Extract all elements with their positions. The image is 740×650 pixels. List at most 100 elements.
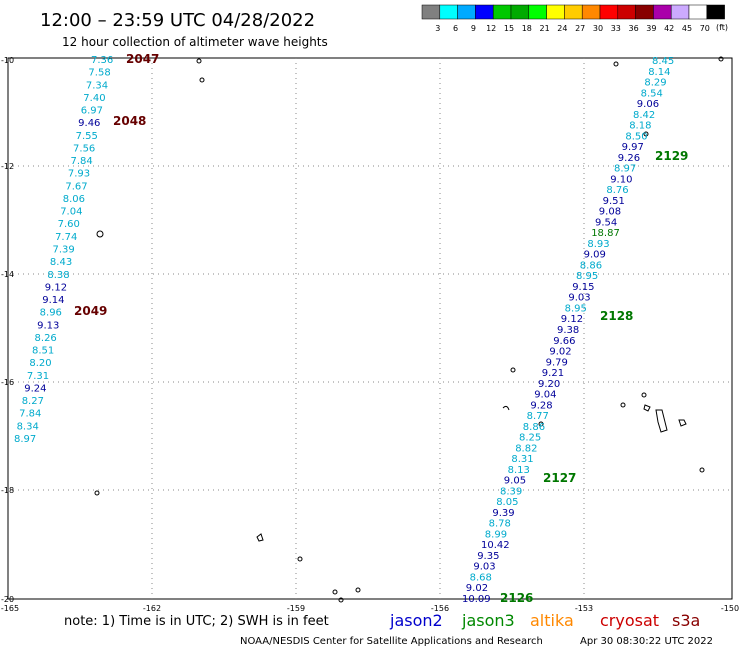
wave-height-value: 8.51 xyxy=(32,346,54,357)
wave-height-value: 8.27 xyxy=(22,396,44,407)
wave-height-value: 9.08 xyxy=(599,207,621,218)
map-title: 12:00 – 23:59 UTC 04/28/2022 xyxy=(40,10,315,31)
island-outlines xyxy=(94,56,724,603)
wave-height-value: 7.74 xyxy=(55,232,77,243)
left-satellite-track: 7.36 7.587.34 7.40 6.979.46 7.557.56 7.84 7.93… xyxy=(14,52,159,445)
wave-height-value: 9.13 xyxy=(37,320,59,331)
wave-height-value: 8.13 xyxy=(508,465,530,476)
wave-height-value: 8.86 xyxy=(523,422,545,433)
wave-height-value: 8.05 xyxy=(496,497,518,508)
wave-height-value: 8.68 xyxy=(470,572,492,583)
legend-swatch xyxy=(457,4,476,20)
wave-height-value: 9.02 xyxy=(549,347,571,358)
lon-label: -156 xyxy=(431,604,449,613)
map-subtitle: 12 hour collection of altimeter wave hei… xyxy=(62,35,328,49)
legend-label: 39 xyxy=(646,24,656,33)
wave-height-value: 7.36 xyxy=(91,55,113,66)
wave-height-value: 8.82 xyxy=(515,443,537,454)
wave-height-value: 8.96 xyxy=(40,308,62,319)
lon-label: -150 xyxy=(721,604,739,613)
legend-swatch xyxy=(564,4,583,20)
legend-swatch xyxy=(475,4,494,20)
island xyxy=(196,58,202,64)
wave-height-value: 9.24 xyxy=(24,383,46,394)
island xyxy=(332,589,338,595)
legend-swatch xyxy=(635,4,654,20)
wave-height-value: 8.26 xyxy=(35,333,57,344)
legend-label: 36 xyxy=(629,24,639,33)
wave-height-value: 9.06 xyxy=(637,99,659,110)
legend-swatch xyxy=(546,4,565,20)
wave-height-value: 9.03 xyxy=(568,293,590,304)
wave-height-value: 9.14 xyxy=(42,295,64,306)
legend-label: 3 xyxy=(435,24,440,33)
wave-height-value: 8.31 xyxy=(511,454,533,465)
wave-height-value: 8.06 xyxy=(63,194,85,205)
legend-swatch xyxy=(653,4,672,20)
island xyxy=(643,404,651,412)
wave-height-value: 9.05 xyxy=(504,476,526,487)
wave-height-value: 8.97 xyxy=(14,434,36,445)
legend-label: 18 xyxy=(522,24,532,33)
island xyxy=(538,421,544,427)
satellite-jason2-label: jason2 xyxy=(389,611,443,630)
satellite-legend: jason2 jason3 altika cryosat s3a xyxy=(389,611,700,630)
lat-label: -12 xyxy=(1,162,14,171)
wave-height-value: 9.79 xyxy=(546,357,568,368)
wave-height-value: 9.39 xyxy=(492,508,514,519)
wave-height-value: 8.39 xyxy=(500,486,522,497)
wave-height-value: 9.54 xyxy=(595,217,617,228)
island xyxy=(620,402,626,408)
island xyxy=(338,597,344,603)
legend-label: 33 xyxy=(611,24,621,33)
wave-height-value: 7.04 xyxy=(60,207,82,218)
legend-label: 70 xyxy=(700,24,710,33)
legend-label: 42 xyxy=(664,24,674,33)
wave-height-value: 8.50 xyxy=(625,131,647,142)
latitude-labels: -10 -12 -14 -16 -18 -20 xyxy=(1,56,14,604)
wave-height-value: 8.38 xyxy=(47,270,69,281)
legend-swatch xyxy=(581,4,601,20)
footer-timestamp: Apr 30 08:30:22 UTC 2022 xyxy=(580,636,713,647)
legend-label: 27 xyxy=(575,24,585,33)
pass-time-label: 2048 xyxy=(113,114,146,128)
wave-height-value: 8.25 xyxy=(519,433,541,444)
map-frame xyxy=(7,57,733,600)
legend-label: 24 xyxy=(557,24,567,33)
legend-swatch xyxy=(528,4,547,20)
wave-height-value: 7.84 xyxy=(19,409,41,420)
wave-height-value: 7.31 xyxy=(27,371,49,382)
legend-swatch xyxy=(421,4,441,20)
wave-height-value: 6.97 xyxy=(81,106,103,117)
wave-height-value: 7.93 xyxy=(68,169,90,180)
satellite-cryosat-label: cryosat xyxy=(600,611,659,630)
legend-label: 45 xyxy=(682,24,692,33)
satellite-altika-label: altika xyxy=(530,611,574,630)
pass-time-label: 2126 xyxy=(500,591,533,605)
lon-label: -159 xyxy=(287,604,305,613)
island xyxy=(678,419,687,427)
legend-swatch xyxy=(688,4,708,20)
wave-height-value: 8.93 xyxy=(587,239,609,250)
wave-height-value: 9.21 xyxy=(542,368,564,379)
wave-height-value: 7.39 xyxy=(53,245,75,256)
wave-height-value: 9.35 xyxy=(477,551,499,562)
footer-credit: NOAA/NESDIS Center for Satellite Applica… xyxy=(240,636,543,647)
right-satellite-track: 8.458.148.298.549.068.428.188.509.979.26… xyxy=(462,56,688,605)
legend-swatch xyxy=(439,4,458,20)
wave-height-value: 8.77 xyxy=(527,411,549,422)
wave-height-value: 9.28 xyxy=(530,400,552,411)
wave-height-value: 8.18 xyxy=(629,121,651,132)
legend-label: 30 xyxy=(593,24,603,33)
pass-time-label: 2129 xyxy=(655,149,688,163)
wave-height-value: 9.97 xyxy=(622,142,644,153)
wave-height-value: 9.38 xyxy=(557,325,579,336)
lat-label: -16 xyxy=(1,378,14,387)
satellite-jason3-label: jason3 xyxy=(461,611,515,630)
island xyxy=(94,490,100,496)
island xyxy=(199,77,205,83)
wave-height-value: 7.67 xyxy=(65,181,87,192)
pass-time-label: 2047 xyxy=(126,52,159,66)
wave-height-value: 8.34 xyxy=(17,421,39,432)
lat-label: -10 xyxy=(1,56,14,65)
